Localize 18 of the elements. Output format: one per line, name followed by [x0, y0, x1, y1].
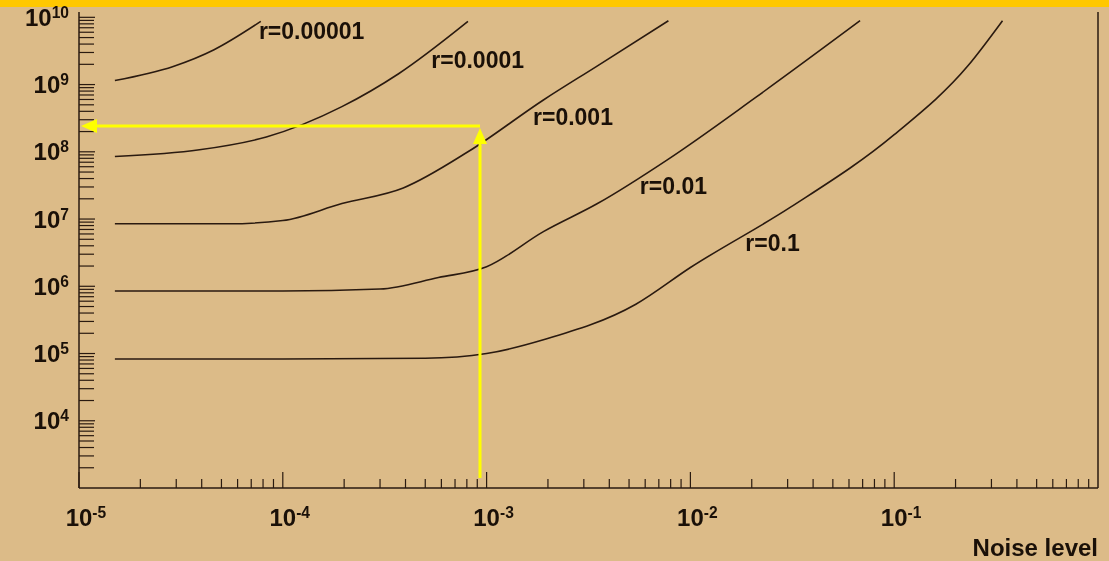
x-tick-label: 10$^{-3}$ — [473, 503, 515, 531]
y-tick-label: 10$^{6}$ — [33, 272, 70, 300]
series-label: r=0.01 — [639, 172, 708, 199]
y-tick-label: 10$^{10}$ — [24, 3, 70, 31]
y-tick-label: 10$^{4}$ — [33, 406, 70, 435]
series-label: r=0.1 — [745, 229, 800, 256]
x-tick-label: 10$^{-2}$ — [677, 503, 718, 531]
y-tick-label: 10$^{5}$ — [33, 339, 70, 368]
series-label: r=0.001 — [533, 103, 614, 130]
x-tick-label: 10$^{-1}$ — [880, 503, 922, 531]
series-label: r=0.00001 — [258, 18, 365, 45]
series-label: r=0.0001 — [431, 46, 525, 73]
y-tick-label: 10$^{9}$ — [33, 70, 70, 99]
y-tick-label: 10$^{8}$ — [33, 137, 70, 166]
x-tick-label: 10$^{-4}$ — [269, 503, 311, 531]
x-tick-label: 10$^{-5}$ — [65, 503, 107, 531]
x-axis-title: Noise level — [972, 534, 1098, 561]
y-tick-label: 10$^{7}$ — [33, 205, 69, 233]
